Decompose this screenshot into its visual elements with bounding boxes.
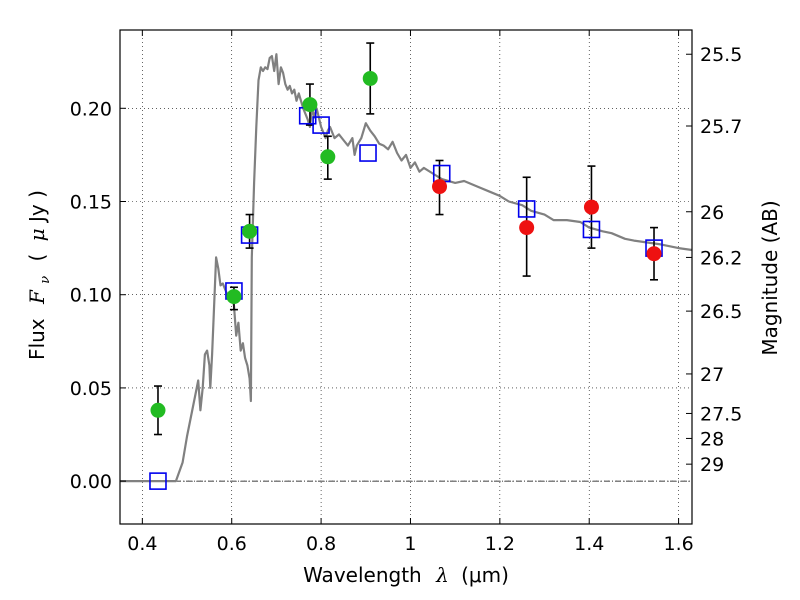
model-square-marker bbox=[312, 116, 330, 134]
y-tick-label: 0.15 bbox=[70, 192, 112, 214]
y-label-unit-mu: μ bbox=[25, 228, 49, 241]
y-label-unit-open: ( bbox=[25, 254, 49, 262]
red-data-point bbox=[519, 220, 535, 236]
model-square-marker bbox=[359, 144, 377, 162]
y2-tick-label: 28 bbox=[700, 428, 724, 450]
y-tick-label: 0.10 bbox=[70, 285, 112, 307]
y-label-symbol: F bbox=[25, 289, 49, 305]
model-square-marker bbox=[517, 200, 536, 218]
x-label-text: Wavelength bbox=[303, 563, 422, 587]
y2-tick-label: 25.5 bbox=[700, 44, 742, 66]
green-data-point bbox=[320, 149, 336, 165]
y2-tick-label: 26 bbox=[700, 202, 724, 224]
x-tick-label: 0.4 bbox=[127, 533, 157, 555]
x-label-symbol: λ bbox=[435, 563, 449, 587]
y-axis-label: Flux F ν ( μ Jy ) bbox=[25, 190, 54, 360]
y-label-unit-close: Jy ) bbox=[25, 190, 49, 224]
x-tick-label: 1.2 bbox=[485, 533, 515, 555]
y-label-subscript: ν bbox=[38, 276, 53, 284]
y-tick-label: 0.20 bbox=[70, 98, 112, 120]
y-label-text: Flux bbox=[25, 318, 49, 360]
green-data-point bbox=[362, 70, 378, 86]
y-tick-label: 0.00 bbox=[70, 471, 112, 493]
green-data-point bbox=[302, 97, 318, 113]
red-data-point bbox=[583, 199, 599, 215]
plot-frame bbox=[119, 29, 693, 525]
y2-axis-label: Magnitude (AB) bbox=[758, 200, 782, 355]
y2-tick-label: 27.5 bbox=[700, 403, 742, 425]
template-spectrum bbox=[120, 53, 693, 483]
axis-ticks: 0.4 0.6 0.8 1 1.2 1.4 1.6 0.00 0.05 0.10 0.15 0.20 2… bbox=[70, 30, 742, 555]
x-tick-label: 1 bbox=[404, 533, 416, 555]
x-axis-label: Wavelength λ (μm) bbox=[303, 563, 509, 587]
x-label-unit: (μm) bbox=[461, 563, 509, 587]
data-markers bbox=[149, 70, 663, 490]
green-data-point bbox=[150, 402, 166, 418]
y2-tick-label: 27 bbox=[700, 364, 724, 386]
y-tick-label: 0.05 bbox=[70, 378, 112, 400]
green-data-point bbox=[242, 223, 258, 239]
model-square-marker bbox=[149, 472, 167, 490]
green-data-point bbox=[226, 289, 242, 305]
red-data-point bbox=[646, 246, 662, 262]
model-square-marker bbox=[582, 220, 601, 239]
template-spectrum-line bbox=[120, 53, 693, 483]
x-tick-label: 0.8 bbox=[306, 533, 336, 555]
y2-tick-label: 29 bbox=[700, 454, 724, 476]
y2-tick-label: 26.2 bbox=[700, 247, 742, 269]
x-tick-label: 1.6 bbox=[663, 533, 693, 555]
x-tick-label: 1.4 bbox=[574, 533, 604, 555]
y2-tick-label: 25.7 bbox=[700, 116, 742, 138]
x-tick-label: 0.6 bbox=[217, 533, 247, 555]
y2-tick-label: 26.5 bbox=[700, 301, 742, 323]
red-data-point bbox=[432, 179, 448, 195]
